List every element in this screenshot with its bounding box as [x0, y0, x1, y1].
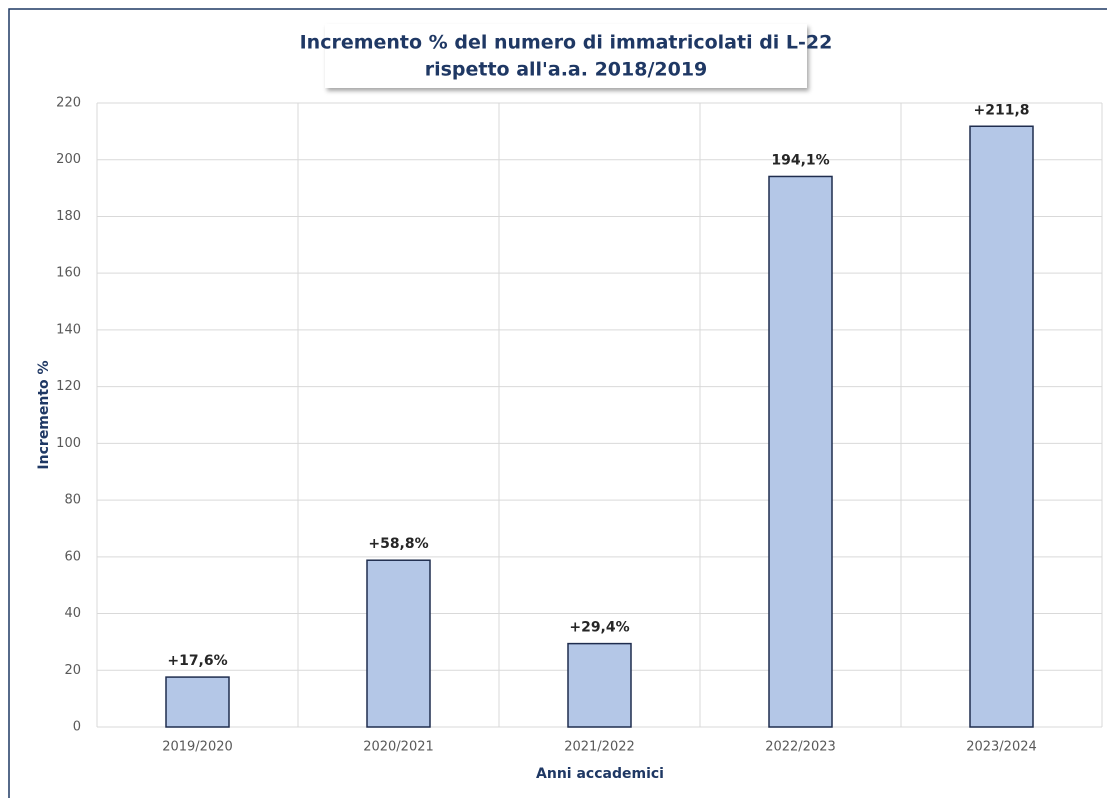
bar	[969, 125, 1034, 728]
title-box	[325, 24, 807, 88]
y-tick-label: 180	[56, 209, 81, 224]
x-tick-label: 2020/2021	[363, 740, 434, 755]
plot-area: 0 20 40 60 80 100 120 140 160 180 200 220 2019/2020 +…	[56, 96, 1103, 755]
x-tick-label: 2023/2024	[966, 740, 1037, 755]
y-tick-label: 160	[56, 266, 81, 281]
x-tick-label: 2022/2023	[765, 740, 836, 755]
bar	[366, 559, 431, 728]
y-tick-label: 100	[56, 436, 81, 451]
data-label: +29,4%	[569, 620, 629, 636]
x-tick-label: 2021/2022	[564, 740, 635, 755]
chart-title: Incremento % del numero di immatricolati…	[300, 32, 833, 54]
y-tick-label: 20	[64, 663, 81, 678]
chart-border	[8, 8, 1107, 798]
y-tick-label: 140	[56, 322, 81, 337]
data-label: +58,8%	[368, 536, 428, 552]
y-tick-label: 200	[56, 152, 81, 167]
x-axis-title: Anni accademici	[536, 766, 664, 782]
y-tick-label: 120	[56, 379, 81, 394]
y-tick-label: 60	[64, 549, 81, 564]
y-tick-label: 220	[56, 96, 81, 111]
data-label: 194,1%	[771, 152, 829, 168]
data-label: +17,6%	[167, 653, 227, 669]
y-tick-label: 0	[73, 720, 81, 735]
chart-title: rispetto all'a.a. 2018/2019	[425, 59, 708, 81]
x-tick-label: 2019/2020	[162, 740, 233, 755]
y-tick-label: 40	[64, 606, 81, 621]
y-tick-label: 80	[64, 493, 81, 508]
bar	[567, 642, 632, 728]
data-label: +211,8	[973, 102, 1029, 118]
bar	[768, 175, 833, 728]
y-axis-title: Incremento %	[36, 360, 52, 469]
bar	[165, 676, 230, 728]
